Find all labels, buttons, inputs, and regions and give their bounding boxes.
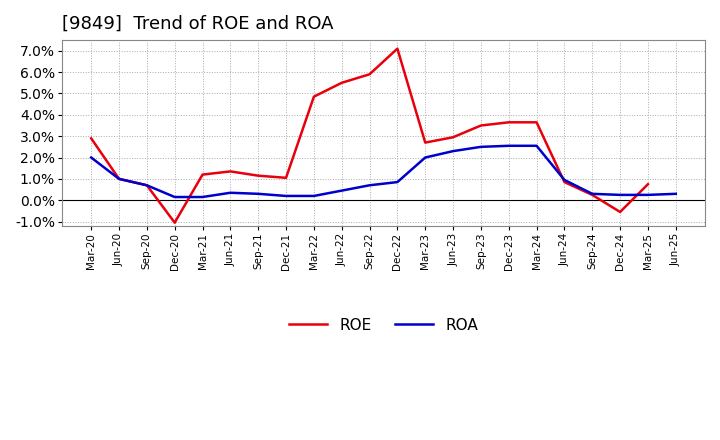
ROE [282, 175, 290, 180]
ROE [505, 120, 513, 125]
ROE [226, 169, 235, 174]
ROA [87, 155, 96, 160]
ROA [532, 143, 541, 148]
ROE [254, 173, 263, 178]
ROA [171, 194, 179, 200]
ROA [143, 183, 151, 188]
ROA [588, 191, 597, 197]
ROE [393, 46, 402, 51]
ROE [143, 183, 151, 188]
ROA [254, 191, 263, 197]
ROE [449, 135, 457, 140]
ROE [171, 220, 179, 225]
ROA [393, 180, 402, 185]
ROA [505, 143, 513, 148]
ROE [114, 176, 123, 182]
ROE [477, 123, 485, 128]
ROA [338, 188, 346, 193]
ROE [310, 94, 318, 99]
ROA [560, 177, 569, 183]
ROA [644, 192, 652, 198]
ROE [198, 172, 207, 177]
Legend: ROE, ROA: ROE, ROA [283, 312, 484, 339]
ROA [449, 148, 457, 154]
ROE [421, 140, 430, 145]
ROE [365, 72, 374, 77]
ROA [477, 144, 485, 150]
ROE [338, 80, 346, 85]
ROE [644, 182, 652, 187]
ROE [616, 209, 624, 215]
ROE [87, 136, 96, 141]
ROA [672, 191, 680, 197]
ROA [421, 155, 430, 160]
ROA [114, 176, 123, 182]
ROA [198, 194, 207, 200]
ROA [616, 192, 624, 198]
ROE [588, 192, 597, 198]
ROA [282, 193, 290, 198]
ROE [532, 120, 541, 125]
ROA [310, 193, 318, 198]
Text: [9849]  Trend of ROE and ROA: [9849] Trend of ROE and ROA [62, 15, 333, 33]
Line: ROE: ROE [91, 49, 648, 223]
ROA [226, 190, 235, 195]
ROE [560, 180, 569, 185]
Line: ROA: ROA [91, 146, 676, 197]
ROA [365, 183, 374, 188]
